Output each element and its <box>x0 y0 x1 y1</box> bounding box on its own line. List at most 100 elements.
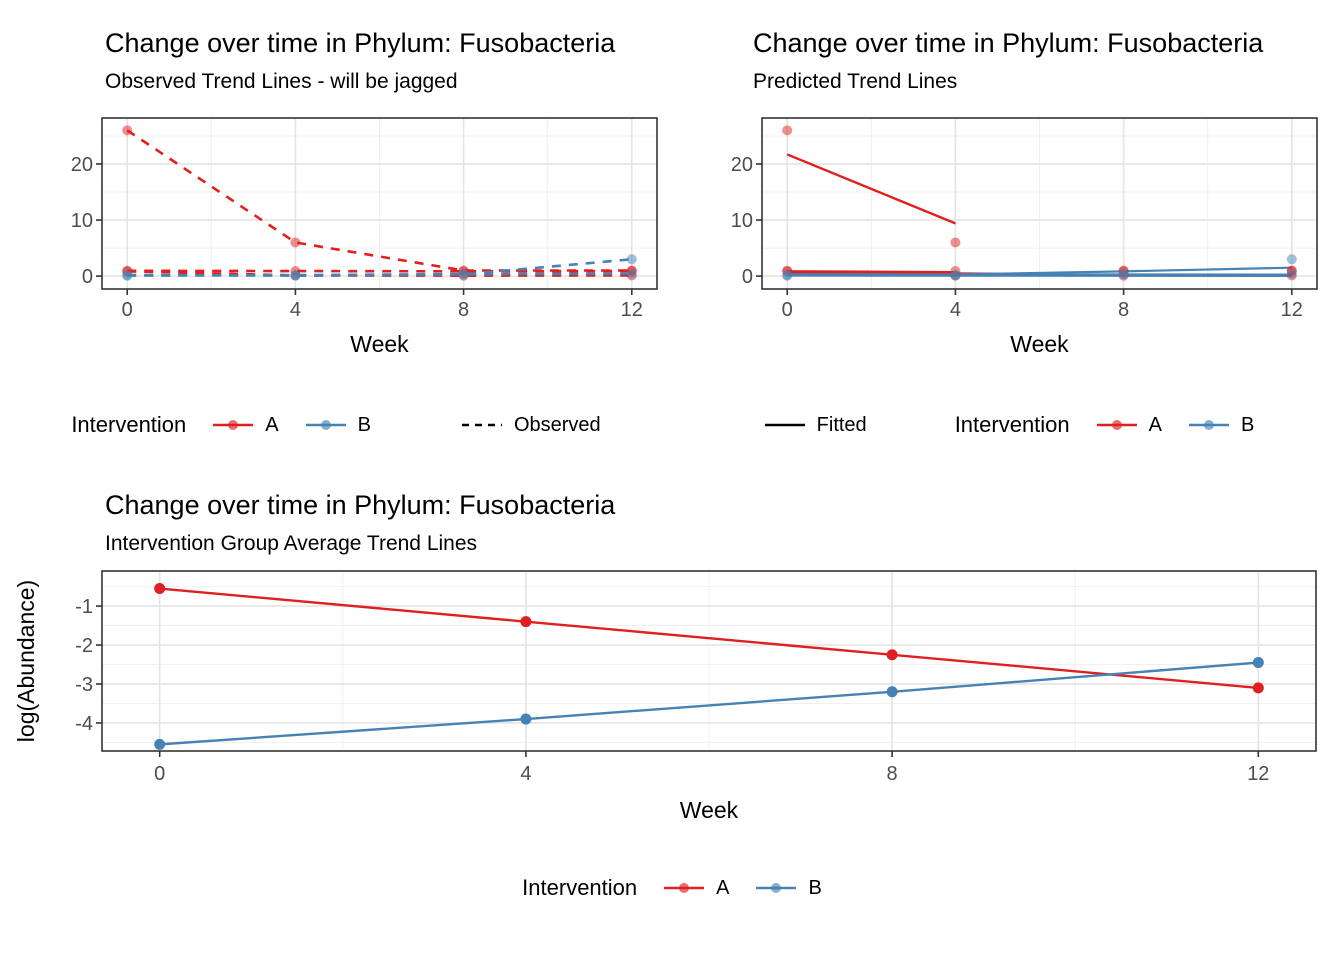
axes: 0 4 8 12 0 10 20 Week <box>731 154 1303 357</box>
data-point <box>950 270 961 281</box>
observed-legend-row: Intervention A B Observed <box>0 402 672 448</box>
legend-key-point-line <box>305 420 346 430</box>
observed-chart: Change over time in Phylum: Fusobacteria… <box>0 26 672 448</box>
series-fitted-A2 <box>787 270 956 276</box>
legend-entry-a: A <box>210 413 279 437</box>
x-tick-label: 8 <box>887 763 898 785</box>
legend-title: Intervention <box>71 412 187 437</box>
y-tick-label: 10 <box>731 210 753 232</box>
top-charts-row: Change over time in Phylum: Fusobacteria… <box>0 0 1344 448</box>
data-point <box>626 254 637 265</box>
legend-entry-a: A <box>1094 413 1162 437</box>
data-point <box>122 270 133 281</box>
predicted-chart: Change over time in Phylum: Fusobacteria… <box>672 26 1344 448</box>
data-point <box>290 270 301 281</box>
data-point <box>1252 657 1264 669</box>
x-tick-label: 0 <box>154 763 165 785</box>
legend-entry-fitted: Fitted <box>762 413 867 437</box>
panel-border <box>761 117 1318 290</box>
data-point <box>520 713 532 725</box>
legend-label: A <box>1148 413 1162 436</box>
series-fitted-A1 <box>786 153 956 225</box>
average-legend-row: Intervention A B <box>0 865 1344 911</box>
legend-key-point-line <box>1096 420 1137 430</box>
legend-label: B <box>357 413 371 436</box>
legend-group: Fitted <box>762 413 867 437</box>
legend-group: Observed <box>459 413 601 437</box>
x-tick-label: 0 <box>122 299 133 321</box>
legend-key-dashed-line <box>461 423 502 427</box>
axes: 0 4 8 12 0 10 20 Week <box>71 154 643 357</box>
data-point <box>458 269 469 280</box>
series-line <box>159 587 1259 690</box>
data-point <box>1252 682 1264 694</box>
data-point <box>122 125 133 136</box>
data-point <box>886 649 898 661</box>
data-point <box>290 237 301 248</box>
average-chart: Change over time in Phylum: Fusobacteria… <box>0 488 1344 911</box>
legend-key-solid-line <box>764 423 805 427</box>
legend-group-intervention: Intervention A B <box>955 412 1255 438</box>
y-tick-label: 20 <box>731 154 753 176</box>
figure-canvas: Change over time in Phylum: Fusobacteria… <box>0 0 1344 911</box>
legend-key-point-line <box>1189 420 1229 430</box>
y-tick-label: -4 <box>75 713 93 735</box>
legend-entry-observed: Observed <box>459 413 601 437</box>
x-tick-label: 4 <box>520 763 531 785</box>
legend-label: B <box>1241 413 1255 436</box>
series-line <box>159 661 1259 746</box>
legend-label: Fitted <box>816 413 867 436</box>
x-axis-title: Week <box>1010 331 1069 357</box>
chart-subtitle: Observed Trend Lines - will be jagged <box>105 70 458 93</box>
y-tick-label: -1 <box>75 596 93 618</box>
panel-border <box>101 117 658 290</box>
average-plot-svg: 0 4 8 12 -1 -2 -3 -4 Week log(Abundance) <box>13 570 1317 823</box>
series-line <box>787 270 956 276</box>
predicted-legend-row: Fitted Intervention A B <box>672 402 1344 448</box>
data-point <box>886 686 898 698</box>
y-axis-title: log(Abundance) <box>13 580 39 742</box>
chart-title: Change over time in Phylum: Fusobacteria <box>753 28 1264 58</box>
series-subject-B2 <box>122 268 637 281</box>
y-tick-label: -3 <box>75 674 93 696</box>
chart-subtitle: Predicted Trend Lines <box>753 70 958 93</box>
x-axis-title: Week <box>680 797 739 823</box>
x-tick-label: 12 <box>621 299 643 321</box>
data-point <box>1286 254 1297 265</box>
legend-entry-b: B <box>303 413 371 437</box>
series-line <box>786 153 956 225</box>
legend-key-point-line <box>664 883 705 893</box>
axes: 0 4 8 12 -1 -2 -3 -4 Week log(Abundance) <box>13 580 1269 823</box>
legend-key-point-line <box>756 883 797 893</box>
legend-entry-b: B <box>753 876 822 900</box>
legend-group-intervention: Intervention A B <box>71 412 371 438</box>
panel-border <box>101 570 1317 752</box>
y-tick-label: -2 <box>75 635 93 657</box>
y-tick-label: 0 <box>742 266 753 288</box>
legend-label: A <box>265 413 279 436</box>
x-tick-label: 0 <box>782 299 793 321</box>
legend-entry-b: B <box>1186 413 1254 437</box>
data-point <box>520 616 532 628</box>
legend-title: Intervention <box>522 875 638 900</box>
y-tick-label: 0 <box>82 266 93 288</box>
x-tick-label: 12 <box>1281 299 1303 321</box>
series-mean-A <box>154 583 1264 694</box>
data-point <box>154 583 166 595</box>
legend-entry-a: A <box>661 876 729 900</box>
observed-plot-svg: 0 4 8 12 0 10 20 Week <box>71 117 658 357</box>
legend-key-point-line <box>213 420 254 430</box>
x-axis-title: Week <box>350 331 409 357</box>
x-tick-label: 4 <box>290 299 301 321</box>
x-tick-label: 12 <box>1247 763 1269 785</box>
series-mean-B <box>154 657 1264 750</box>
data-point <box>782 270 793 281</box>
predicted-plot-svg: 0 4 8 12 0 10 20 Week <box>731 117 1318 357</box>
data-point <box>626 268 637 279</box>
chart-title: Change over time in Phylum: Fusobacteria <box>105 490 616 520</box>
legend-label: A <box>716 876 730 899</box>
data-point <box>950 237 961 248</box>
data-point <box>782 125 793 136</box>
y-tick-label: 10 <box>71 210 93 232</box>
data-point <box>1118 269 1129 280</box>
